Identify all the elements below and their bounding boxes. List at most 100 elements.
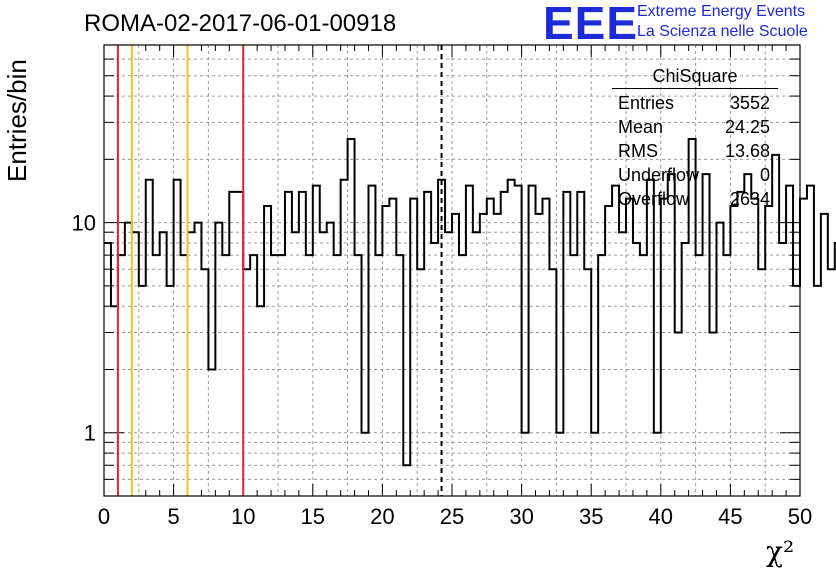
histogram-bin (271, 255, 278, 496)
histogram-bin (765, 206, 772, 496)
x-tick-label: 25 (440, 504, 464, 529)
stats-value: 3552 (729, 93, 770, 113)
histogram-bin (167, 286, 174, 496)
histogram-bin (327, 223, 334, 496)
histogram-bin (146, 180, 153, 496)
histogram-bin (584, 269, 591, 496)
histogram-bin (515, 186, 522, 496)
histogram-bin (661, 199, 668, 496)
histogram-bin (800, 199, 807, 496)
histogram-bin (194, 223, 201, 496)
histogram-bin (452, 214, 459, 496)
stats-label: Entries (618, 93, 675, 113)
histogram-bin (431, 243, 438, 496)
x-tick-label: 0 (98, 504, 110, 529)
histogram-bin (285, 192, 292, 496)
histogram-bin (730, 206, 737, 496)
histogram-bin (424, 192, 431, 496)
histogram-bin (104, 243, 111, 496)
histogram-bin (501, 192, 508, 496)
histogram-bin (264, 206, 271, 496)
histogram-bin (556, 433, 563, 496)
stats-label: Overflow (618, 189, 690, 209)
histogram-bin (188, 232, 195, 496)
histogram-bin (396, 255, 403, 496)
histogram-bin (605, 206, 612, 496)
histogram-bin (334, 255, 341, 496)
histogram-bin (793, 286, 800, 496)
histogram-bin (536, 214, 543, 496)
histogram-bin (549, 269, 556, 496)
histogram-bin (362, 433, 369, 496)
histogram-bin (751, 199, 758, 496)
histogram-bin (744, 174, 751, 496)
stats-row: Entries 3552 (612, 91, 778, 115)
histogram-bin (417, 269, 424, 496)
histogram-bin (487, 199, 494, 496)
histogram-bin (619, 232, 626, 496)
histogram-bin (542, 199, 549, 496)
logo-caption-line1: Extreme Energy Events (637, 3, 806, 20)
histogram-bin (828, 269, 835, 496)
histogram-bin (229, 192, 236, 496)
histogram-bin (313, 186, 320, 496)
histogram-bin (494, 214, 501, 496)
x-tick-label: 35 (579, 504, 603, 529)
histogram-bin (522, 433, 529, 496)
histogram-bin (716, 223, 723, 496)
histogram-bin (821, 214, 828, 496)
histogram-bin (299, 192, 306, 496)
histogram-bin (612, 186, 619, 496)
x-tick-label: 10 (231, 504, 255, 529)
stats-row: Underflow 0 (612, 163, 778, 187)
histogram-bin (132, 232, 139, 496)
stats-label: Mean (618, 117, 664, 137)
histogram-bin (257, 306, 264, 496)
chart-title: ROMA-02-2017-06-01-00918 (84, 10, 397, 37)
histogram-bin (375, 255, 382, 496)
y-tick-label: 1 (84, 421, 96, 446)
histogram-bin (786, 186, 793, 496)
histogram-bin (626, 199, 633, 496)
histogram-bin (201, 269, 208, 496)
histogram-bin (445, 232, 452, 496)
y-axis-label: Entries/bin (2, 59, 32, 182)
histogram-bin (710, 332, 717, 496)
histogram-bin (508, 180, 515, 496)
histogram-bin (341, 180, 348, 496)
histogram-bin (250, 255, 257, 496)
x-tick-label: 5 (167, 504, 179, 529)
stats-label: RMS (618, 141, 658, 161)
histogram-bin (382, 206, 389, 496)
histogram-bin (563, 192, 570, 496)
plot-frame (103, 44, 801, 497)
y-tick-label: 10 (72, 211, 96, 236)
histogram-bin (292, 232, 299, 496)
histogram-bin (278, 255, 285, 496)
histogram-bin (459, 255, 466, 496)
x-tick-label: 50 (788, 504, 812, 529)
histogram-bin (368, 186, 375, 496)
histogram-bin (410, 199, 417, 496)
histogram-bin (181, 255, 188, 496)
stats-title: ChiSquare (612, 66, 778, 89)
histogram-bin (174, 180, 181, 496)
histogram-bin (480, 214, 487, 496)
histogram-bin (466, 186, 473, 496)
histogram-bin (153, 255, 160, 496)
stats-box: ChiSquare Entries 3552 Mean 24.25 RMS 13.68… (612, 66, 778, 211)
histogram-bin (236, 192, 243, 496)
histogram-bin (111, 306, 118, 496)
histogram-bin (320, 232, 327, 496)
histogram-bin (647, 180, 654, 496)
histogram-bin (737, 192, 744, 496)
histogram-bin (125, 223, 132, 496)
histogram-bin (529, 186, 536, 496)
histogram-bin (215, 223, 222, 496)
histogram-bin (633, 243, 640, 496)
histogram-bin (577, 192, 584, 496)
x-tick-label: 20 (370, 504, 394, 529)
histogram-bin (703, 174, 710, 496)
stats-row: Mean 24.25 (612, 115, 778, 139)
histogram-bin (598, 255, 605, 496)
